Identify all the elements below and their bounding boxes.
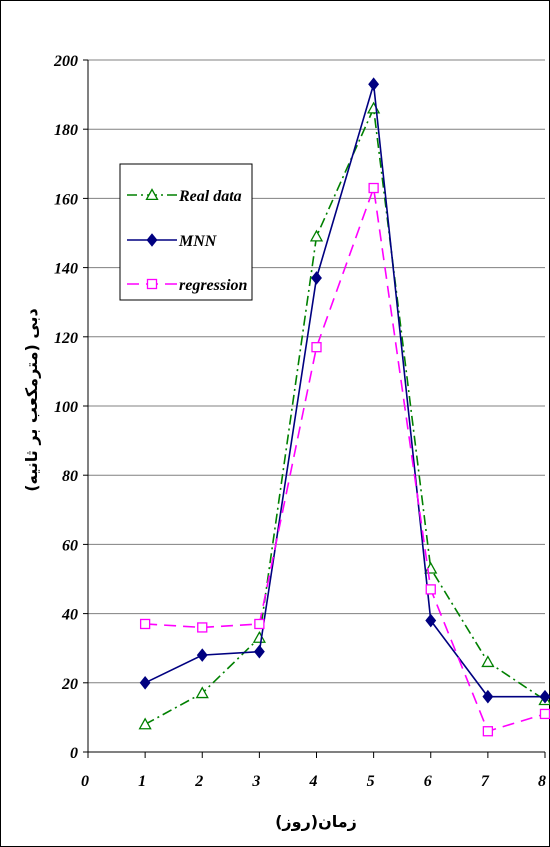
- legend-label: Real data: [178, 188, 242, 205]
- x-tick-label: 7: [481, 773, 490, 790]
- y-tick-label: 160: [54, 191, 78, 208]
- x-axis-title: زمان(روز): [275, 812, 357, 831]
- series-line-regression: [145, 187, 546, 733]
- data-point: [539, 689, 550, 704]
- x-tick-label: 3: [251, 773, 260, 790]
- y-tick-label: 140: [54, 261, 78, 278]
- data-point: [425, 584, 436, 595]
- legend-marker: [146, 233, 158, 247]
- y-tick-label: 180: [54, 122, 78, 139]
- x-tick-label: 2: [194, 773, 203, 790]
- y-tick-label: 20: [61, 676, 78, 693]
- legend: Real data MNN regression: [119, 163, 253, 301]
- legend-label: MNN: [178, 233, 218, 250]
- data-point: [309, 229, 324, 242]
- data-point: [482, 689, 494, 704]
- x-tick-label: 0: [81, 773, 89, 790]
- series-line-mnn: [144, 83, 545, 698]
- y-axis-title: دبی (مترمکعب بر ثانیه): [22, 308, 41, 492]
- y-tick-label: 100: [54, 399, 78, 416]
- x-tick-labels: 0 1 2 3 4 5 6 7 8: [81, 773, 546, 790]
- y-tick-label: 0: [70, 745, 78, 762]
- axes: [83, 59, 546, 758]
- data-point: [253, 644, 265, 659]
- y-tick-labels: 0 20 40 60 80 100 120 140 160 180 200: [53, 53, 78, 762]
- series-group: [138, 77, 550, 737]
- y-tick-label: 40: [61, 607, 78, 624]
- data-point: [539, 708, 550, 720]
- y-tick-label: 200: [53, 53, 78, 70]
- data-point: [425, 613, 437, 628]
- x-tick-label: 5: [367, 773, 375, 790]
- legend-label: regression: [179, 277, 248, 294]
- data-point: [368, 182, 379, 194]
- legend-marker: [145, 188, 159, 201]
- x-tick-label: 6: [424, 773, 432, 790]
- data-point: [254, 618, 265, 630]
- y-tick-label: 120: [54, 330, 78, 347]
- legend-items: Real data MNN regression: [127, 188, 248, 294]
- data-point: [195, 686, 209, 699]
- data-point: [311, 271, 322, 285]
- legend-marker: [146, 278, 158, 290]
- y-tick-label: 80: [62, 468, 78, 485]
- data-point: [424, 561, 438, 574]
- gridlines: [88, 59, 545, 684]
- data-point: [311, 342, 322, 353]
- data-point: [197, 622, 208, 633]
- data-point: [481, 655, 495, 668]
- legend-box: [119, 163, 253, 301]
- data-point: [368, 77, 380, 92]
- data-point: [482, 726, 494, 737]
- x-tick-label: 1: [138, 773, 146, 790]
- data-point: [139, 618, 151, 630]
- data-point: [367, 101, 381, 114]
- x-tick-label: 4: [309, 773, 318, 790]
- y-tick-label: 60: [62, 537, 78, 554]
- x-tick-label: 8: [538, 773, 546, 790]
- series-line-real-data: [144, 105, 546, 726]
- data-point: [196, 648, 208, 662]
- data-point: [138, 717, 152, 730]
- data-point: [139, 675, 151, 690]
- data-point: [252, 630, 266, 643]
